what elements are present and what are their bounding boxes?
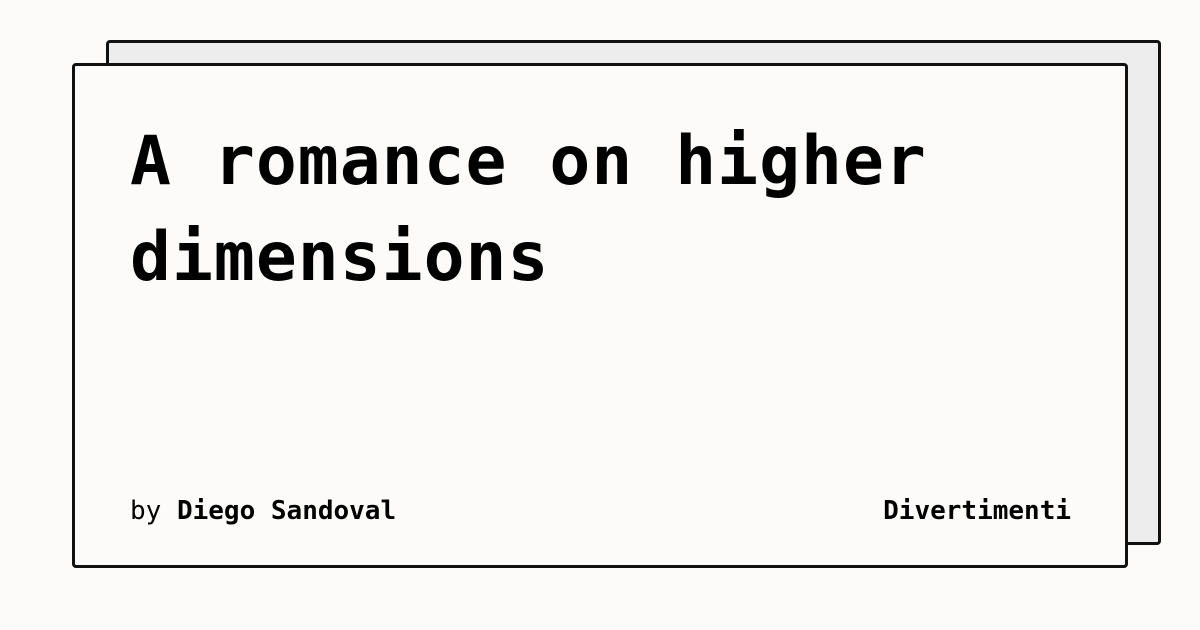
publication-name: Divertimenti (883, 496, 1071, 526)
author-name: Diego Sandoval (176, 496, 397, 526)
preview-card: A romance on higher dimensions by Diego … (72, 63, 1128, 568)
article-title: A romance on higher dimensions (130, 122, 927, 297)
byline: by Diego Sandoval (130, 494, 396, 528)
byline-prefix: by (130, 496, 162, 526)
